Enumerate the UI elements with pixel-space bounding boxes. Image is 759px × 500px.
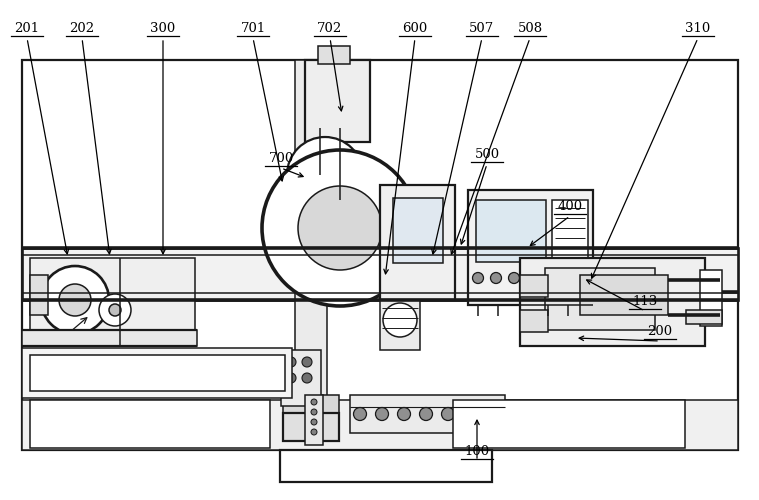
Text: 507: 507 — [469, 22, 495, 35]
Bar — [520, 275, 548, 297]
Text: 100: 100 — [465, 445, 490, 458]
Bar — [545, 268, 655, 330]
Bar — [318, 46, 350, 64]
Circle shape — [302, 373, 312, 383]
Text: 508: 508 — [518, 22, 543, 35]
Text: 700: 700 — [269, 152, 294, 165]
Bar — [22, 248, 738, 300]
Circle shape — [59, 284, 91, 316]
Circle shape — [286, 357, 296, 367]
Circle shape — [509, 272, 519, 283]
Circle shape — [311, 419, 317, 425]
Text: 701: 701 — [241, 22, 266, 35]
Bar — [22, 400, 738, 450]
Bar — [380, 300, 420, 350]
Circle shape — [489, 408, 501, 420]
Circle shape — [473, 272, 483, 283]
Circle shape — [302, 357, 312, 367]
Circle shape — [490, 272, 502, 283]
Circle shape — [99, 294, 131, 326]
Text: 300: 300 — [150, 22, 175, 35]
Bar — [520, 310, 548, 332]
Text: 400: 400 — [557, 200, 583, 213]
Bar — [22, 348, 292, 398]
Bar — [280, 450, 492, 482]
Bar — [281, 350, 321, 406]
Circle shape — [311, 409, 317, 415]
Text: 202: 202 — [69, 22, 95, 35]
Circle shape — [544, 272, 556, 283]
Circle shape — [286, 373, 296, 383]
Bar — [520, 258, 705, 346]
Circle shape — [262, 150, 418, 306]
Bar — [468, 190, 593, 305]
Text: 201: 201 — [14, 22, 39, 35]
Circle shape — [109, 304, 121, 316]
Bar — [453, 400, 685, 448]
Bar — [380, 185, 455, 300]
Circle shape — [562, 272, 574, 283]
Circle shape — [287, 137, 363, 213]
Circle shape — [442, 408, 455, 420]
Bar — [305, 60, 370, 142]
Bar — [476, 200, 546, 262]
Bar — [393, 198, 443, 263]
Bar — [30, 275, 48, 315]
Circle shape — [354, 408, 367, 420]
Bar — [295, 60, 327, 420]
Bar — [283, 395, 339, 413]
Circle shape — [311, 399, 317, 405]
Circle shape — [376, 408, 389, 420]
Text: 500: 500 — [474, 148, 499, 161]
Text: 310: 310 — [685, 22, 710, 35]
Text: 200: 200 — [647, 325, 672, 338]
Text: 702: 702 — [317, 22, 342, 35]
Bar — [552, 200, 588, 262]
Circle shape — [420, 408, 433, 420]
Text: 113: 113 — [632, 295, 657, 308]
Bar — [30, 258, 195, 346]
Bar — [350, 395, 505, 433]
Circle shape — [383, 303, 417, 337]
Bar — [305, 395, 323, 445]
Circle shape — [41, 266, 109, 334]
Circle shape — [398, 408, 411, 420]
Bar — [30, 355, 285, 391]
Circle shape — [298, 186, 382, 270]
Bar — [686, 310, 722, 324]
Circle shape — [307, 157, 343, 193]
Bar — [30, 400, 270, 448]
Bar — [283, 413, 339, 441]
Bar — [580, 275, 668, 315]
Bar — [22, 330, 197, 346]
Circle shape — [527, 272, 537, 283]
Bar — [700, 270, 722, 326]
Circle shape — [311, 429, 317, 435]
Text: 600: 600 — [402, 22, 427, 35]
Bar — [22, 60, 738, 450]
